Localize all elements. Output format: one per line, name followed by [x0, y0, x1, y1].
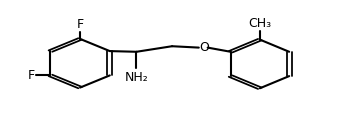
Text: O: O: [199, 41, 209, 54]
Text: F: F: [77, 18, 84, 31]
Text: CH₃: CH₃: [248, 17, 271, 30]
Text: NH₂: NH₂: [125, 71, 148, 84]
Text: F: F: [27, 69, 35, 82]
